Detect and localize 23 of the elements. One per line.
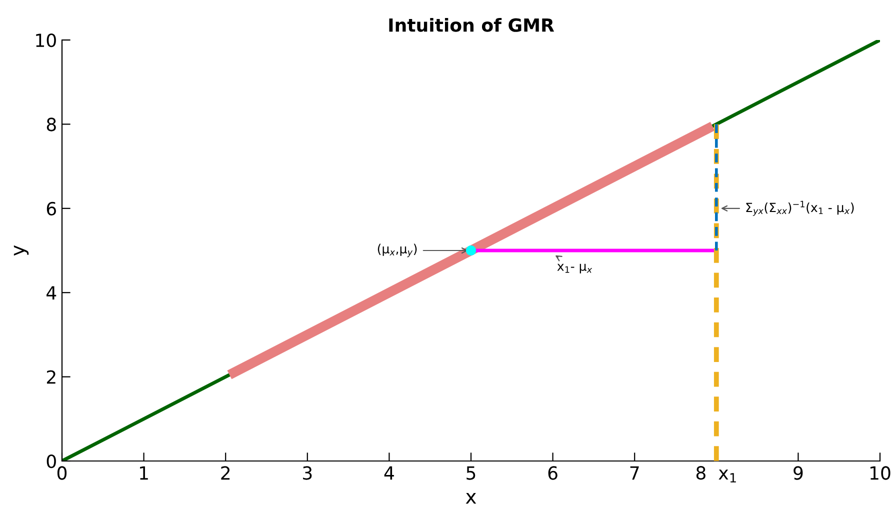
y-tick-label: 4 <box>46 286 56 300</box>
y-axis-title: y <box>14 245 29 256</box>
x-tick-label: 7 <box>630 466 639 480</box>
y-tick-label: 0 <box>46 454 56 468</box>
y-tick-label: 8 <box>46 118 56 132</box>
y-tick-label: 6 <box>46 202 56 216</box>
x-tick-label: 5 <box>466 466 476 480</box>
x-tick-label: 4 <box>384 466 394 480</box>
x-tick-label: 8 x$_{1}$ <box>696 466 736 482</box>
y-tick-label: 10 <box>36 33 56 48</box>
x-tick-label: 3 <box>303 466 312 480</box>
chart-title: Intuition of GMR <box>389 18 554 32</box>
annotation: (μ$_{x}$,μ$_{y}$) <box>378 244 417 258</box>
y-tick-label: 2 <box>46 370 56 384</box>
x-tick-label: 2 <box>221 466 230 480</box>
text: Σ$_{yx}$(Σ$_{xx}$)$^{−1}$(x$_{1}$ - μ$_{x}$) <box>746 200 854 216</box>
x-tick-label: 10 <box>870 466 890 480</box>
x-tick-label: 6 <box>548 466 558 480</box>
annotation: x$_{1}$- μ$_{x}$ <box>557 264 592 274</box>
x-tick-label: 9 <box>794 466 803 480</box>
x-tick-label: 0 <box>57 466 67 480</box>
x-axis-title: x <box>466 493 476 504</box>
x-tick-label: 1 <box>140 466 148 480</box>
